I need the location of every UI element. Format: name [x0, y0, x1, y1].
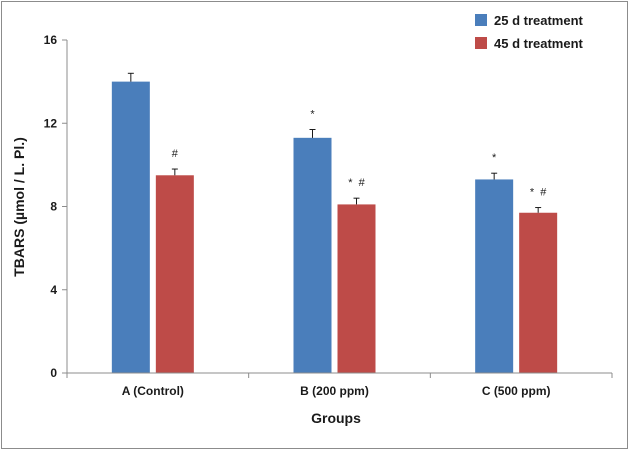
y-tick-label: 12	[44, 116, 58, 130]
significance-label: * #	[530, 187, 547, 199]
legend-label: 25 d treatment	[494, 13, 584, 28]
axes-layer: 0 4 8 12 16 A (Control) B (200 ppm) C (500 ppm)	[44, 33, 613, 398]
bar	[475, 179, 514, 373]
significance-label: #	[172, 148, 179, 160]
bars-layer: # * * # * * #	[111, 72, 558, 373]
legend-label: 45 d treatment	[494, 36, 584, 51]
x-tick-label: A (Control)	[122, 384, 184, 398]
legend-swatch	[475, 37, 487, 49]
x-tick-label: B (200 ppm)	[300, 384, 369, 398]
significance-label: *	[492, 152, 497, 164]
bar	[293, 137, 332, 373]
y-tick-label: 8	[50, 200, 57, 214]
legend-swatch	[475, 14, 487, 26]
significance-label: * #	[348, 177, 365, 189]
y-tick-label: 0	[50, 366, 57, 380]
x-tick-label: C (500 ppm)	[482, 384, 551, 398]
bar	[519, 212, 558, 373]
legend: 25 d treatment 45 d treatment	[475, 13, 584, 51]
significance-label: *	[310, 108, 315, 120]
y-tick-label: 16	[44, 33, 58, 47]
y-axis-title: TBARS (µmol / L. Pl.)	[11, 137, 27, 277]
y-tick-label: 4	[50, 283, 57, 297]
bar	[155, 175, 194, 373]
bar	[337, 204, 376, 373]
bar	[111, 81, 150, 373]
x-axis-title: Groups	[311, 410, 361, 426]
